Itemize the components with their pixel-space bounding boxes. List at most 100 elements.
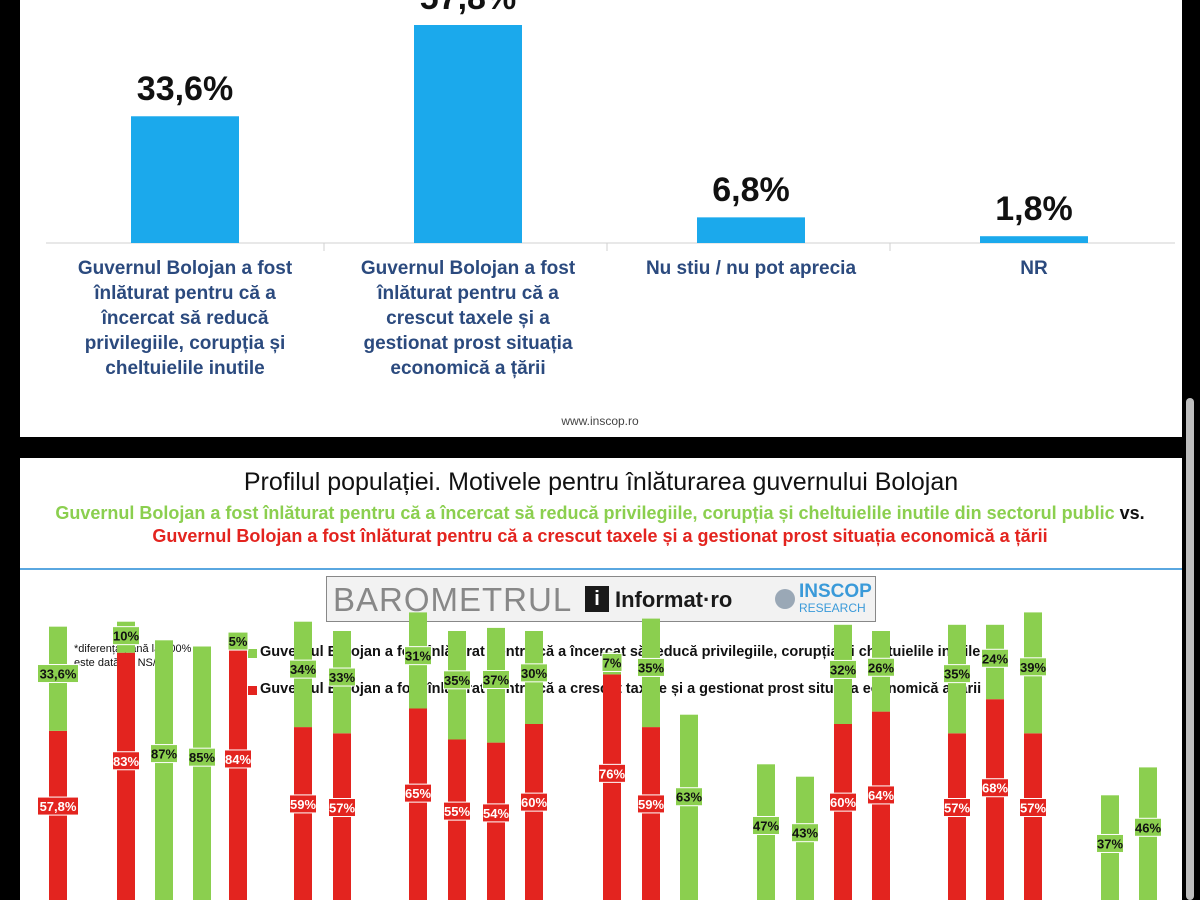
profile-green-label: 37% [1097, 836, 1123, 851]
barometer-word: BAROMETRUL [333, 581, 573, 618]
chart-subtitle: Guvernul Bolojan a fost înlăturat pentru… [50, 502, 1150, 548]
category-label-line: economică a țării [390, 358, 546, 379]
profile-red-label: 76% [599, 766, 625, 781]
profile-green-label: 24% [982, 651, 1008, 666]
profile-green-label: 85% [189, 750, 215, 765]
profile-red-label-bg [328, 798, 356, 818]
profile-green-label-bg [227, 631, 249, 651]
profile-green-label-bg [791, 823, 819, 843]
category-label-line: încercat să reducă [101, 308, 269, 329]
profile-bar-chart: 33,6% 57,8% 10% 83% 87% 85% 5% 84% 34% 59% 33% 57% 3… [37, 612, 1162, 900]
profile-green-label: 33,6% [40, 667, 77, 682]
profile-red-label: 84% [225, 752, 251, 767]
profile-green-label-bg [443, 670, 471, 690]
globe-icon [775, 589, 795, 609]
profile-green-label-bg [1096, 833, 1124, 853]
top-bar-value: 1,8% [995, 190, 1073, 229]
profile-red-label-bg [1019, 798, 1047, 818]
subtitle-vs: vs. [1119, 503, 1145, 523]
profile-red-label: 55% [444, 804, 470, 819]
profile-red-bar [229, 649, 247, 900]
profile-green-label: 5% [229, 634, 248, 649]
profile-green-label: 34% [290, 662, 316, 677]
inscop-logo: INSCOP RESEARCH [775, 581, 872, 617]
top-bar-value: 33,6% [136, 70, 234, 109]
profile-red-label-bg [867, 785, 895, 805]
subtitle-red: Guvernul Bolojan a fost înlăturat pentru… [152, 526, 1048, 546]
category-label-line: Nu stiu / nu pot aprecia [645, 258, 857, 279]
profile-red-label-bg [829, 792, 857, 812]
profile-green-label: 7% [603, 655, 622, 670]
profile-red-bar [986, 699, 1004, 900]
profile-red-label: 65% [405, 786, 431, 801]
profile-green-label: 35% [444, 673, 470, 688]
top-bar-value: 6,8% [712, 171, 790, 210]
profile-red-bar [525, 724, 543, 900]
profile-red-bar [603, 674, 621, 900]
scrollbar-thumb[interactable] [1186, 398, 1194, 900]
category-label-line: înlăturat pentru că a [94, 283, 276, 304]
profile-red-label-bg [404, 783, 432, 803]
profile-red-label: 59% [638, 797, 664, 812]
profile-red-label-bg [289, 794, 317, 814]
profile-red-label: 68% [982, 781, 1008, 796]
top-bar [131, 116, 239, 243]
profile-green-label-bg [1134, 817, 1162, 837]
top-bar [697, 217, 805, 243]
legend-green: Guvernul Bolojan a fost înlăturat pentru… [260, 644, 981, 660]
category-label-line: crescut taxele și a [386, 308, 550, 329]
profile-green-label: 43% [792, 826, 818, 841]
profile-green-label-bg [150, 744, 178, 764]
profile-green-label-bg [1019, 657, 1047, 677]
profile-green-label: 35% [944, 667, 970, 682]
profile-red-label: 60% [521, 795, 547, 810]
barometer-banner: BAROMETRUL i Informat·ro INSCOP RESEARCH [326, 576, 876, 622]
info-square-icon: i [585, 586, 609, 612]
profile-green-bar [193, 646, 211, 900]
profile-red-label-bg [443, 801, 471, 821]
top-chart-panel: 33,6% 57,8% 6,8% 1,8% Guvernul Bolojan a fo… [20, 0, 1182, 437]
informat-logo-text: Informat·ro [615, 587, 733, 612]
top-category-label: NR [899, 256, 1169, 281]
profile-red-bar [294, 727, 312, 900]
profile-red-label-bg [482, 803, 510, 823]
profile-red-label: 57,8% [40, 799, 77, 814]
profile-red-label: 57% [1020, 801, 1046, 816]
profile-green-label-bg [752, 815, 780, 835]
category-label-line: înlăturat pentru că a [377, 283, 559, 304]
profile-red-bar [642, 727, 660, 900]
inscop-sub: RESEARCH [799, 601, 866, 615]
profile-green-label-bg [482, 670, 510, 690]
chart-title: Profilul populației. Motivele pentru înl… [243, 468, 959, 496]
profile-red-label: 83% [113, 754, 139, 769]
profile-green-label-bg [37, 664, 79, 684]
profile-red-bar [117, 652, 135, 900]
profile-red-label-bg [224, 749, 252, 769]
profile-green-label-bg [601, 652, 623, 672]
profile-green-label: 46% [1135, 820, 1161, 835]
profile-red-label: 59% [290, 797, 316, 812]
profile-green-label-bg [829, 659, 857, 679]
profile-green-label: 33% [329, 670, 355, 685]
profile-green-bar [680, 714, 698, 900]
section-divider [20, 568, 1182, 570]
profile-green-label-bg [404, 646, 432, 666]
category-label-line: gestionat prost situația [363, 333, 573, 354]
profile-green-label-bg [867, 657, 895, 677]
profile-red-label-bg [520, 792, 548, 812]
profile-green-label: 37% [483, 673, 509, 688]
profile-green-label: 26% [868, 660, 894, 675]
profile-chart-panel: Profilul populației. Motivele pentru înl… [20, 458, 1182, 900]
profile-green-label-bg [112, 626, 140, 646]
profile-green-label-bg [328, 667, 356, 687]
legend-swatch-red [248, 686, 257, 695]
profile-red-bar [834, 724, 852, 900]
profile-green-label: 32% [830, 662, 856, 677]
profile-green-label-bg [188, 747, 216, 767]
profile-green-label-bg [981, 648, 1009, 668]
website-url[interactable]: www.inscop.ro [561, 414, 639, 428]
inscop-word: INSCOP [799, 581, 872, 602]
category-label-line: Guvernul Bolojan a fost [77, 258, 293, 279]
category-label-line: NR [1020, 258, 1048, 279]
profile-green-bar [155, 640, 173, 900]
